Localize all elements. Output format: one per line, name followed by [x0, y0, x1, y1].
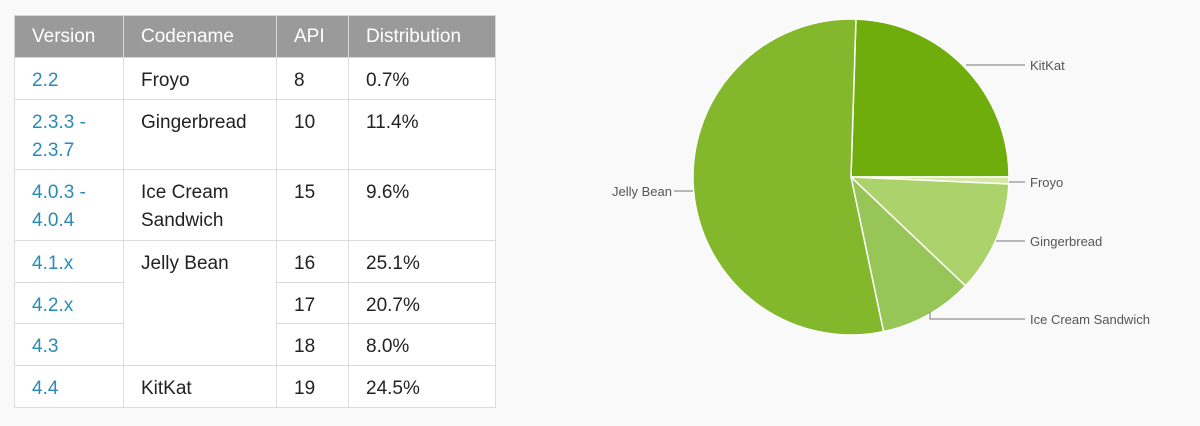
- version-link[interactable]: 4.0.3 - 4.0.4: [14, 169, 124, 241]
- version-link[interactable]: 4.2.x: [14, 282, 124, 324]
- codename: Ice Cream Sandwich: [123, 169, 277, 241]
- label-gingerbread: Gingerbread: [1030, 234, 1102, 249]
- distribution: 25.1%: [348, 240, 496, 283]
- table-row: 4.3 18 8.0%: [14, 323, 496, 366]
- pie-slice-jelly-bean: [692, 18, 885, 336]
- api: 17: [276, 282, 349, 324]
- version-link[interactable]: 4.4: [14, 365, 124, 408]
- label-jelly-bean: Jelly Bean: [612, 184, 672, 199]
- header-codename: Codename: [123, 15, 277, 58]
- label-kitkat: KitKat: [1030, 58, 1065, 73]
- label-ice-cream-sandwich: Ice Cream Sandwich: [1030, 312, 1150, 327]
- table-row: 2.3.3 - 2.3.7 Gingerbread 10 11.4%: [14, 99, 496, 170]
- api: 8: [276, 57, 349, 100]
- api: 10: [276, 99, 349, 170]
- table-row: 4.0.3 - 4.0.4 Ice Cream Sandwich 15 9.6%: [14, 169, 496, 241]
- api: 16: [276, 240, 349, 283]
- pie-slice-kitkat: [850, 18, 1010, 178]
- codename: Jelly Bean: [123, 240, 277, 366]
- pie-slice-ice-cream-sandwich: [849, 174, 967, 333]
- api: 19: [276, 365, 349, 408]
- pie-slice-gingerbread: [849, 176, 1010, 287]
- version-link[interactable]: 4.1.x: [14, 240, 124, 283]
- version-link[interactable]: 2.3.3 - 2.3.7: [14, 99, 124, 170]
- table-row: 4.1.x Jelly Bean 16 25.1%: [14, 240, 496, 366]
- codename: KitKat: [123, 365, 277, 408]
- distribution: 8.0%: [348, 323, 496, 366]
- distribution: 0.7%: [348, 57, 496, 100]
- version-link[interactable]: 2.2: [14, 57, 124, 100]
- table-header: Version Codename API Distribution: [14, 15, 496, 58]
- leader-line: [929, 312, 1025, 320]
- distribution-table: Version Codename API Distribution 2.2 Fr…: [14, 15, 496, 408]
- distribution: 11.4%: [348, 99, 496, 170]
- version-link[interactable]: 4.3: [14, 323, 124, 366]
- header-distribution: Distribution: [348, 15, 496, 58]
- distribution: 24.5%: [348, 365, 496, 408]
- table-row: 4.2.x 17 20.7%: [14, 282, 496, 324]
- label-froyo: Froyo: [1030, 175, 1063, 190]
- header-version: Version: [14, 15, 124, 58]
- table-row: 4.4 KitKat 19 24.5%: [14, 365, 496, 408]
- table-row: 2.2 Froyo 8 0.7%: [14, 57, 496, 100]
